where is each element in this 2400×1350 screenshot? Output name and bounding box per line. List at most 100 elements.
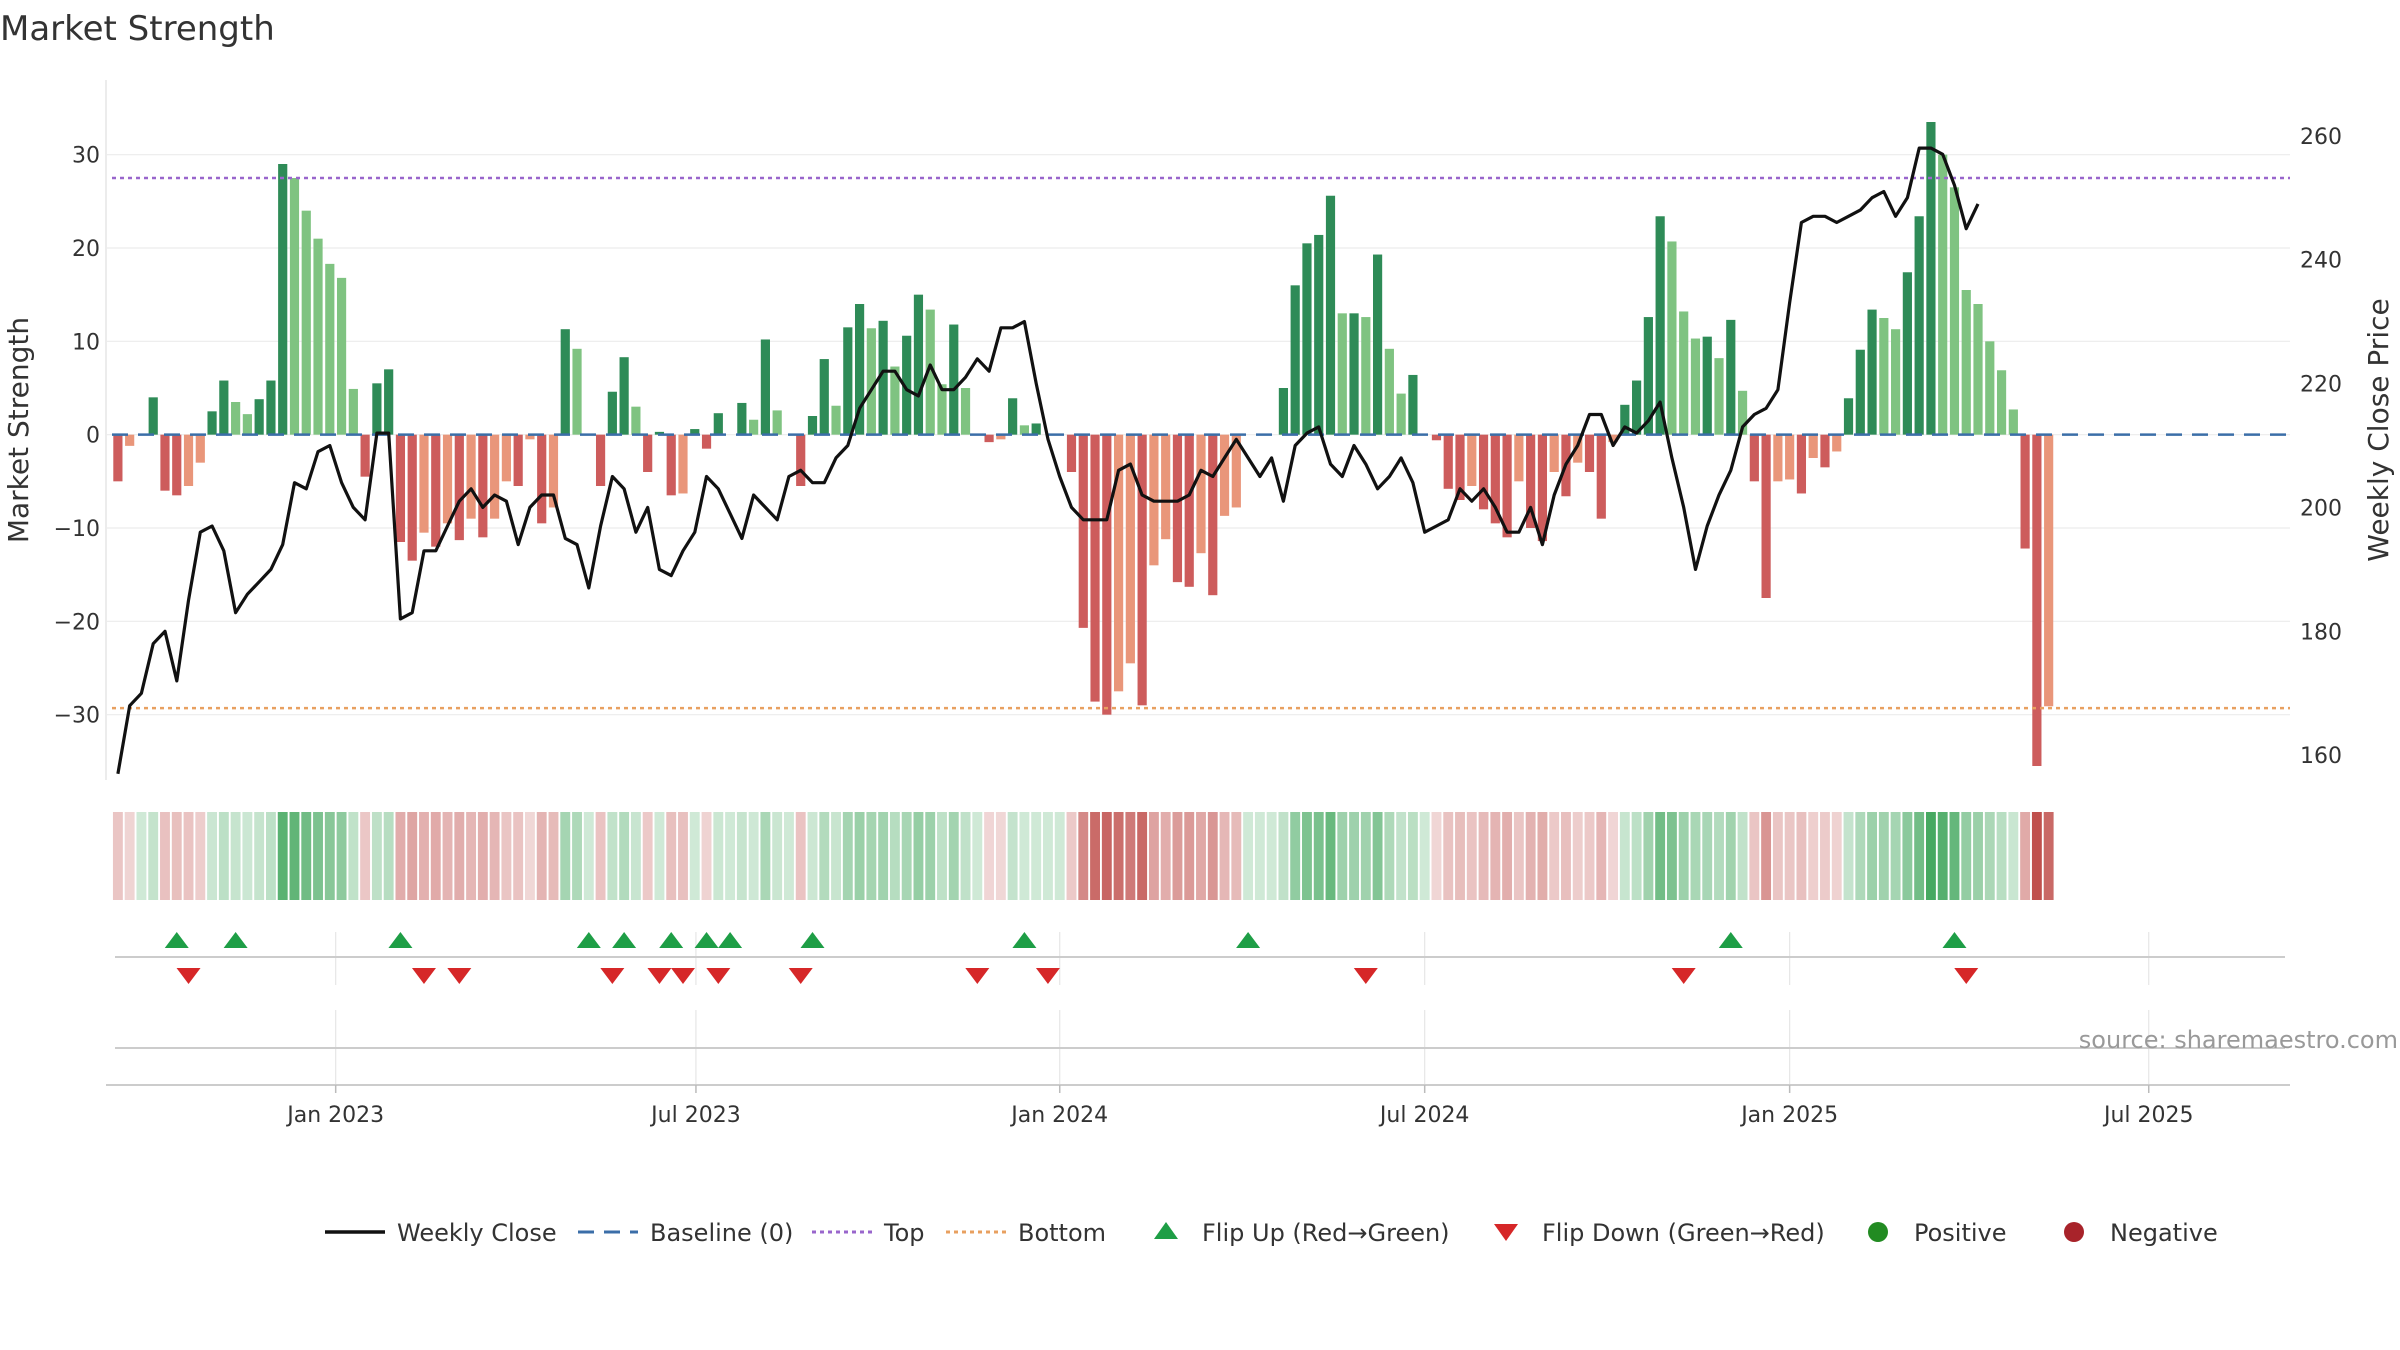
strength-bar bbox=[1620, 404, 1630, 435]
flip-up-marker bbox=[718, 932, 743, 948]
heat-cell bbox=[819, 812, 830, 900]
strength-bar bbox=[1008, 398, 1018, 435]
strength-bar bbox=[713, 413, 723, 435]
strength-bar bbox=[631, 406, 641, 435]
strength-bar bbox=[395, 434, 406, 542]
strength-bar bbox=[643, 434, 653, 472]
strength-bar bbox=[1490, 434, 1500, 524]
strength-bar bbox=[1337, 313, 1347, 435]
strength-bar bbox=[1855, 349, 1865, 435]
strength-bar bbox=[336, 277, 347, 435]
strength-bar bbox=[1961, 290, 1971, 435]
strength-bar bbox=[925, 309, 935, 435]
strength-bar bbox=[289, 178, 300, 435]
strength-bar bbox=[1325, 195, 1336, 435]
strength-bar bbox=[1737, 390, 1748, 435]
strength-bar bbox=[1455, 434, 1465, 500]
heat-cell bbox=[371, 812, 382, 900]
strength-bar bbox=[195, 434, 205, 463]
main-panel: 30 20 10 0 −10 −20 −30 260 240 220 200 180 160 Mark… bbox=[2, 80, 2395, 780]
heat-cell bbox=[1655, 812, 1666, 900]
strength-bar bbox=[1879, 318, 1889, 435]
flip-down-marker bbox=[706, 968, 731, 984]
strength-bar bbox=[1078, 434, 1088, 628]
strength-bar bbox=[595, 434, 606, 486]
strength-bar bbox=[1443, 434, 1453, 489]
heat-cell bbox=[1843, 812, 1854, 900]
flip-up-marker bbox=[576, 932, 601, 948]
heat-cell bbox=[1643, 812, 1654, 900]
strength-bar bbox=[1608, 434, 1618, 443]
strength-bar bbox=[854, 304, 865, 435]
strength-bar bbox=[1914, 216, 1924, 435]
x-tick-label: Jul 2025 bbox=[2102, 1103, 2194, 1128]
heat-cell bbox=[242, 812, 253, 900]
right-tick-label: 160 bbox=[2300, 744, 2342, 769]
heat-cell bbox=[1066, 812, 1077, 900]
legend-swatch bbox=[1154, 1222, 1178, 1239]
strength-bar bbox=[1702, 336, 1712, 435]
strength-bar bbox=[1172, 434, 1183, 583]
heat-cell bbox=[1172, 812, 1183, 900]
strength-bar bbox=[360, 434, 370, 477]
heat-cell bbox=[454, 812, 465, 900]
strength-bar bbox=[501, 434, 511, 482]
heat-cell bbox=[948, 812, 959, 900]
heat-cell bbox=[1290, 812, 1301, 900]
strength-bar bbox=[1891, 329, 1901, 435]
heat-cell bbox=[619, 812, 630, 900]
heat-cell bbox=[1490, 812, 1501, 900]
heat-cell bbox=[1949, 812, 1960, 900]
heat-cell bbox=[1431, 812, 1442, 900]
heat-cell bbox=[913, 812, 924, 900]
strength-bar bbox=[1596, 434, 1606, 519]
strength-bar bbox=[513, 434, 523, 486]
heat-cell bbox=[218, 812, 229, 900]
heat-cell bbox=[866, 812, 877, 900]
heat-cell bbox=[124, 812, 135, 900]
heat-cell bbox=[1478, 812, 1489, 900]
heat-cell bbox=[1502, 812, 1513, 900]
strength-bars bbox=[113, 122, 2054, 766]
legend-label: Negative bbox=[2110, 1219, 2218, 1247]
legend-label: Positive bbox=[1914, 1219, 2007, 1247]
strength-bar bbox=[525, 434, 535, 440]
legend-item: Negative bbox=[2064, 1219, 2218, 1247]
heat-cell bbox=[1796, 812, 1807, 900]
heat-cell bbox=[701, 812, 712, 900]
x-tick-label: Jul 2023 bbox=[649, 1103, 741, 1128]
left-tick-label: 0 bbox=[86, 424, 100, 449]
x-tick-label: Jan 2024 bbox=[1009, 1103, 1108, 1128]
heat-cell bbox=[1867, 812, 1878, 900]
heat-cell bbox=[1525, 812, 1536, 900]
strength-bar bbox=[796, 434, 806, 486]
heat-cell bbox=[395, 812, 406, 900]
heat-cell bbox=[1890, 812, 1901, 900]
heat-cell bbox=[442, 812, 453, 900]
heat-cell bbox=[277, 812, 288, 900]
heat-cell bbox=[1820, 812, 1830, 900]
heat-cell bbox=[984, 812, 995, 900]
heat-cell bbox=[430, 812, 441, 900]
heat-cell bbox=[678, 812, 688, 900]
strength-bar bbox=[313, 238, 323, 435]
flip-up-marker bbox=[388, 932, 413, 948]
strength-bar bbox=[1796, 434, 1807, 494]
heat-cell bbox=[1101, 812, 1112, 900]
left-tick-label: 30 bbox=[72, 144, 100, 169]
heat-cell bbox=[1937, 812, 1948, 900]
left-tick-label: −30 bbox=[54, 704, 100, 729]
strength-bar bbox=[2020, 434, 2030, 549]
strength-bar bbox=[1690, 338, 1701, 435]
heat-cell bbox=[713, 812, 724, 900]
strength-bar bbox=[1773, 434, 1783, 482]
heat-cell bbox=[1407, 812, 1418, 900]
heat-cell bbox=[572, 812, 582, 900]
legend-label: Baseline (0) bbox=[650, 1219, 793, 1247]
strength-bar bbox=[1019, 425, 1029, 435]
flip-down-marker bbox=[411, 968, 436, 984]
legend-item: Flip Up (Red→Green) bbox=[1154, 1219, 1450, 1247]
strength-bar bbox=[607, 391, 617, 435]
legend-item: Bottom bbox=[946, 1219, 1106, 1247]
